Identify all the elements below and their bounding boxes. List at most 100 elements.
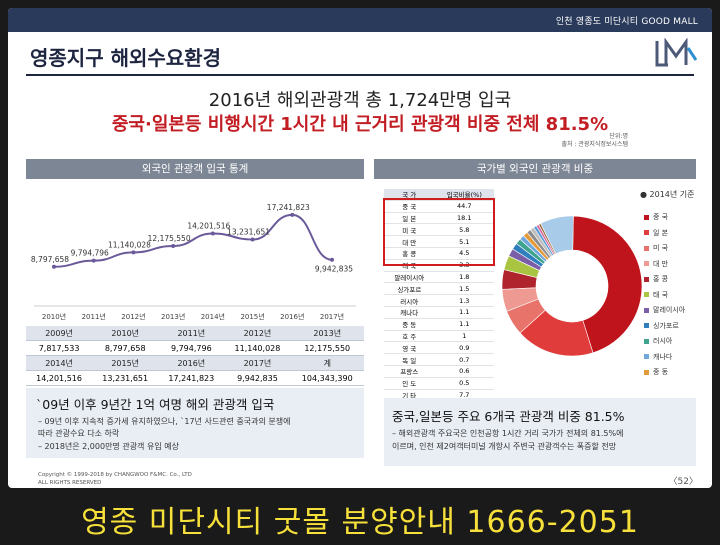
data-label: 14,201,516	[187, 222, 230, 231]
table-row: 미 국 5.8	[384, 223, 494, 237]
legend-swatch	[644, 354, 649, 359]
table-cell: 12,175,550	[290, 340, 364, 356]
table-cell: 2009년	[26, 326, 93, 341]
legend-label: 싱가포르	[653, 321, 679, 330]
table-row: 2009년 2010년 2011년 2012년 2013년	[26, 326, 364, 341]
table-cell: 13,231,651	[92, 370, 159, 386]
country-cell: 홍 콩	[384, 247, 435, 260]
unit-label: 단위:명	[609, 133, 628, 140]
data-point	[52, 264, 56, 269]
table-row: 영 국 0.9	[384, 341, 494, 355]
legend-label: 중 국	[653, 213, 669, 221]
share-cell: 5.8	[434, 223, 494, 237]
table-cell: 14,201,516	[26, 370, 93, 386]
top-bar: 인천 영종도 미단시티 GOOD MALL	[8, 8, 712, 32]
data-label: 17,241,823	[267, 203, 310, 212]
share-cell: 1.1	[434, 318, 494, 331]
pie-slice	[572, 215, 643, 354]
legend-swatch	[644, 292, 649, 297]
legend-swatch	[644, 307, 649, 313]
table-row: 14,201,516 13,231,651 17,241,823 9,942,8…	[26, 370, 364, 386]
left-note-line: 따라 관광수요 다소 하락	[38, 429, 120, 438]
legend-item: 대 만	[644, 259, 668, 269]
slide: 인천 영종도 미단시티 GOOD MALL 영종지구 해외수요환경 2016년 …	[8, 8, 712, 488]
legend-swatch	[644, 323, 649, 328]
legend-label: 일 본	[653, 228, 669, 237]
share-cell: 1.5	[434, 282, 494, 296]
copyright-line: ALL RIGHTS RESERVED	[38, 479, 102, 486]
country-cell: 대 만	[384, 235, 435, 248]
legend-item: 홍 콩	[644, 274, 668, 284]
data-point	[250, 237, 255, 242]
legend-swatch	[644, 338, 649, 344]
left-note-box: `09년 이후 9년간 1억 여명 해외 관광객 입국 – 09년 이후 지속적…	[26, 388, 364, 458]
legend-swatch	[644, 261, 649, 266]
legend-swatch	[644, 245, 649, 251]
table-cell: 8,797,658	[92, 340, 159, 356]
left-note-line: – 2018년은 2,000만명 관광객 유입 예상	[38, 442, 179, 451]
legend-title: ● 2014년 기준	[640, 190, 695, 199]
x-tick-label: 2013년	[161, 312, 185, 321]
x-tick-label: 2010년	[42, 312, 66, 321]
table-row: 캐나다 1.1	[384, 306, 494, 319]
legend-item: 중 동	[644, 367, 668, 377]
data-point	[330, 257, 334, 262]
legend-item: 말레이시아	[644, 305, 685, 315]
table-cell: 2014년	[26, 355, 93, 371]
country-cell: 중 국	[384, 200, 435, 213]
data-label: 9,794,796	[71, 249, 109, 258]
share-cell: 0.6	[434, 365, 494, 378]
legend-title-text: 2014년 기준	[649, 190, 695, 199]
legend-label: 말레이시아	[653, 306, 686, 314]
table-row: 말레이시아 1.8	[384, 271, 494, 284]
arrivals-line-chart: 8,797,658 2010년 9,794,796 2011년 11,140,028 20…	[31, 203, 356, 321]
table-row: 7,817,533 8,797,658 9,794,796 11,140,028…	[26, 340, 364, 356]
legend-label: 캐나다	[653, 352, 673, 361]
left-note-title: `09년 이후 9년간 1억 여명 해외 관광객 입국	[36, 397, 275, 412]
country-cell: 말레이시아	[384, 271, 435, 284]
headline-share: 중국·일본등 비행시간 1시간 내 근거리 관광객 비중 전체 81.5%	[111, 114, 609, 135]
brand-text: 인천 영종도 미단시티 GOOD MALL	[555, 17, 698, 27]
country-cell: 영 국	[384, 341, 435, 355]
table-row: 2014년 2015년 2016년 2017년 계	[26, 355, 364, 371]
table-cell: 9,794,796	[158, 340, 225, 356]
table-cell: 2012년	[224, 326, 291, 341]
right-note-box: 중국,일본등 주요 6개국 관광객 비중 81.5% – 해외관광객 주요국은 …	[384, 398, 696, 466]
table-cell: 2015년	[92, 355, 159, 371]
right-note-title: 중국,일본등 주요 6개국 관광객 비중 81.5%	[392, 409, 625, 424]
table-row: 인 도 0.5	[384, 377, 494, 390]
data-label: 12,175,550	[148, 234, 191, 243]
legend-label: 대 만	[653, 259, 669, 268]
x-tick-label: 2014년	[201, 312, 225, 321]
share-cell: 5.1	[434, 235, 494, 248]
table-row: 독 일 0.7	[384, 353, 494, 366]
table-row: 일 본 18.1	[384, 212, 494, 225]
share-cell: 0.9	[434, 341, 494, 355]
bottom-banner	[0, 490, 720, 545]
data-label: 11,140,028	[108, 240, 151, 249]
country-cell: 인 도	[384, 377, 435, 390]
share-cell: 1.3	[434, 294, 494, 307]
legend-label: 홍 콩	[653, 275, 669, 283]
table-cell: 2017년	[224, 355, 291, 371]
title-divider	[26, 74, 694, 76]
legend-swatch	[644, 214, 649, 220]
share-cell: 0.7	[434, 353, 494, 366]
country-cell: 프랑스	[384, 365, 435, 378]
table-cell: 11,140,028	[224, 340, 291, 356]
right-note-line: 이르며, 인천 제2여객터미널 개항시 주변국 관광객수는 폭증할 전망	[392, 442, 617, 451]
page-number: 〈52〉	[668, 477, 698, 487]
share-cell: 1.1	[434, 306, 494, 319]
table-row: 대 만 5.1	[384, 235, 494, 248]
country-cell: 러시아	[384, 294, 435, 307]
data-label: 13,231,651	[227, 227, 270, 236]
table-cell: 계	[290, 355, 364, 371]
page-title: 영종지구 해외수요환경	[30, 46, 221, 70]
table-row: 프랑스 0.6	[384, 365, 494, 378]
legend-swatch	[644, 369, 649, 375]
share-cell: 1	[434, 330, 494, 343]
table-row: 홍 콩 4.5	[384, 247, 494, 260]
table-cell: 2013년	[290, 326, 364, 341]
legend-label: 중 동	[653, 368, 669, 376]
share-cell: 4.5	[434, 247, 494, 260]
